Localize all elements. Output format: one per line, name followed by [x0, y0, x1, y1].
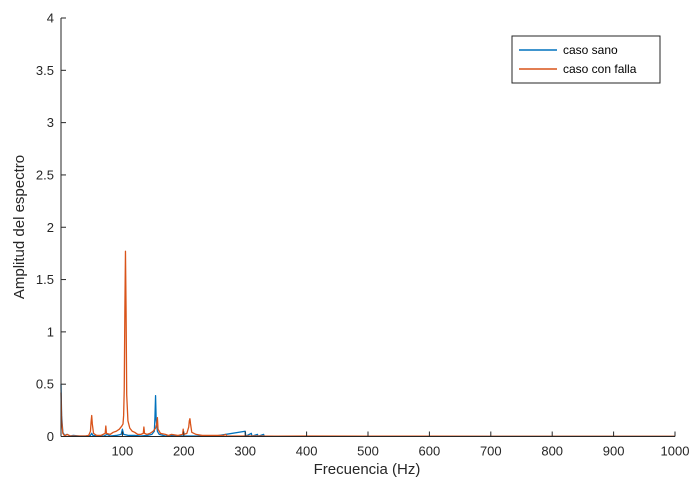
y-tick-label: 0	[47, 429, 54, 444]
axes: 100 200 300 400 500 600 700 800 900 1000 0 0.5 1 1.5…	[36, 11, 689, 459]
y-axis-label: Amplitud del espectro	[11, 155, 28, 299]
y-tick-label: 2.5	[36, 167, 54, 182]
y-tick-label: 1	[47, 324, 54, 339]
y-tick-label: 3.5	[36, 63, 54, 78]
legend-box	[511, 35, 661, 84]
x-tick-label: 400	[296, 444, 318, 459]
x-tick-label: 600	[419, 444, 441, 459]
series-line-caso-con-falla	[60, 250, 675, 437]
y-tick-label: 3	[47, 115, 54, 130]
x-tick-label: 300	[234, 444, 256, 459]
x-axis-label: Frecuencia (Hz)	[314, 461, 421, 478]
x-ticks: 100 200 300 400 500 600 700 800 900 1000	[112, 431, 689, 459]
x-tick-label: 500	[357, 444, 379, 459]
legend-label-caso-con-falla: caso con falla	[563, 62, 637, 76]
legend: caso sano caso con falla	[511, 35, 661, 84]
series-layer	[60, 250, 675, 438]
y-tick-label: 1.5	[36, 272, 54, 287]
legend-label-caso-sano: caso sano	[563, 43, 618, 57]
y-tick-label: 0.5	[36, 377, 54, 392]
x-tick-label: 1000	[661, 444, 689, 459]
x-tick-label: 700	[480, 444, 502, 459]
y-tick-label: 2	[47, 220, 54, 235]
y-ticks: 0 0.5 1 1.5 2 2.5 3 3.5 4	[36, 11, 66, 444]
y-tick-label: 4	[47, 11, 54, 26]
x-tick-label: 800	[541, 444, 563, 459]
x-tick-label: 100	[112, 444, 134, 459]
x-tick-label: 200	[173, 444, 195, 459]
x-tick-label: 900	[603, 444, 625, 459]
